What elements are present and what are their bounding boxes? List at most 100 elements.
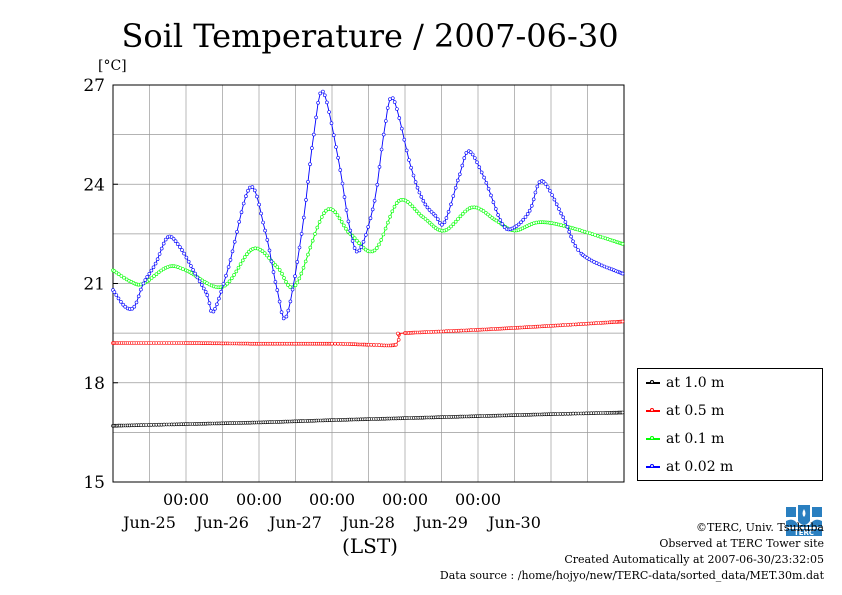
- data-point: [519, 220, 523, 225]
- data-point: [451, 222, 456, 226]
- data-point: [620, 242, 625, 246]
- data-point: [180, 248, 184, 252]
- data-point: [161, 241, 166, 246]
- data-point: [571, 239, 575, 244]
- data-point: [277, 268, 282, 272]
- data-point: [392, 100, 397, 104]
- data-point: [554, 202, 559, 207]
- data-point: [457, 172, 462, 177]
- data-point: [241, 201, 246, 206]
- data-point: [182, 251, 186, 256]
- chart-title: Soil Temperature / 2007-06-30: [121, 17, 618, 55]
- data-point: [304, 198, 308, 202]
- data-point: [318, 91, 323, 96]
- data-point: [404, 148, 409, 153]
- series-line: [112, 90, 623, 320]
- created-text: Created Automatically at 2007-06-30/23:3…: [564, 553, 824, 566]
- data-point: [361, 240, 366, 244]
- data-point: [224, 273, 228, 278]
- data-point: [412, 207, 417, 211]
- x-tick-time-label: 00:00: [163, 490, 209, 509]
- data-point: [157, 252, 162, 256]
- data-point: [337, 216, 342, 221]
- data-point: [269, 259, 274, 264]
- data-point: [453, 219, 458, 224]
- data-point: [494, 218, 499, 223]
- data-point: [293, 283, 298, 288]
- y-axis-label: [°C]: [98, 58, 127, 74]
- data-point: [245, 252, 249, 256]
- data-point: [178, 245, 182, 249]
- data-point: [149, 268, 154, 273]
- data-point: [299, 232, 304, 236]
- data-point: [141, 281, 146, 286]
- data-point: [227, 279, 232, 284]
- data-point: [475, 160, 479, 165]
- data-point: [311, 132, 316, 137]
- series-layer: [111, 89, 625, 428]
- data-point: [344, 226, 348, 231]
- data-point: [377, 242, 381, 247]
- legend-item-1-0m: at 1.0 m: [646, 369, 724, 397]
- data-point: [122, 275, 126, 280]
- series-at-0-1-m: [111, 198, 625, 290]
- legend-item-0-5m: at 0.5 m: [646, 397, 724, 425]
- data-point: [232, 240, 237, 244]
- data-point: [313, 232, 317, 236]
- data-point: [339, 220, 344, 224]
- data-point: [482, 175, 486, 180]
- data-point: [397, 116, 402, 120]
- data-point: [114, 293, 119, 297]
- data-point: [277, 299, 282, 304]
- data-point: [226, 265, 231, 269]
- data-point: [470, 152, 475, 157]
- data-point: [205, 293, 210, 297]
- legend-swatch-icon: [646, 464, 660, 468]
- x-tick-time-label: 00:00: [236, 490, 282, 509]
- plot-grid: [113, 85, 624, 482]
- data-point: [394, 201, 399, 205]
- data-point: [116, 296, 121, 301]
- data-point: [377, 165, 382, 169]
- data-point: [297, 245, 302, 250]
- data-point: [246, 188, 250, 193]
- data-point: [340, 181, 345, 186]
- data-point: [262, 251, 267, 255]
- data-point: [186, 259, 191, 264]
- data-point: [325, 100, 329, 105]
- legend-swatch-icon: [646, 380, 660, 384]
- data-point: [464, 151, 469, 155]
- x-tick-time-label: 00:00: [455, 490, 501, 509]
- data-point: [265, 253, 269, 258]
- data-point: [130, 306, 134, 311]
- data-point: [314, 115, 318, 120]
- data-point: [119, 274, 124, 278]
- copyright-text: ©TERC, Univ. Tsukuba: [695, 521, 824, 534]
- data-point: [237, 220, 241, 224]
- data-point: [301, 265, 306, 270]
- data-point: [341, 223, 346, 228]
- data-point: [446, 210, 451, 214]
- data-point: [472, 156, 477, 160]
- data-point: [569, 234, 573, 239]
- data-point: [234, 269, 239, 274]
- data-point: [117, 272, 121, 277]
- data-point: [239, 210, 244, 214]
- data-point: [383, 226, 388, 231]
- data-point: [368, 216, 373, 220]
- data-point: [390, 209, 395, 214]
- data-point: [550, 193, 554, 197]
- data-point: [250, 185, 255, 189]
- data-point: [352, 246, 357, 250]
- data-point: [348, 228, 353, 233]
- data-point: [152, 274, 156, 278]
- data-point: [388, 97, 392, 101]
- data-point: [335, 213, 340, 217]
- data-point: [408, 202, 412, 206]
- data-point: [489, 193, 493, 198]
- data-point: [275, 288, 280, 292]
- data-point: [620, 271, 625, 276]
- data-point: [235, 230, 239, 234]
- data-point: [535, 184, 540, 189]
